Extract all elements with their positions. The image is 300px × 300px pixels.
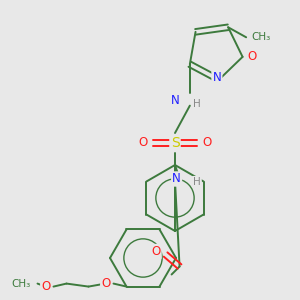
Text: O: O [41,280,50,293]
Text: CH₃: CH₃ [11,279,31,289]
Text: O: O [101,277,110,290]
Text: CH₃: CH₃ [251,32,270,42]
Text: N: N [212,71,221,84]
Text: S: S [171,136,179,150]
Text: N: N [171,94,180,107]
Text: O: O [151,245,160,258]
Text: H: H [193,177,201,187]
Text: O: O [202,136,211,149]
Text: N: N [172,172,181,185]
Text: O: O [248,50,257,63]
Text: H: H [193,99,201,109]
Text: O: O [139,136,148,149]
